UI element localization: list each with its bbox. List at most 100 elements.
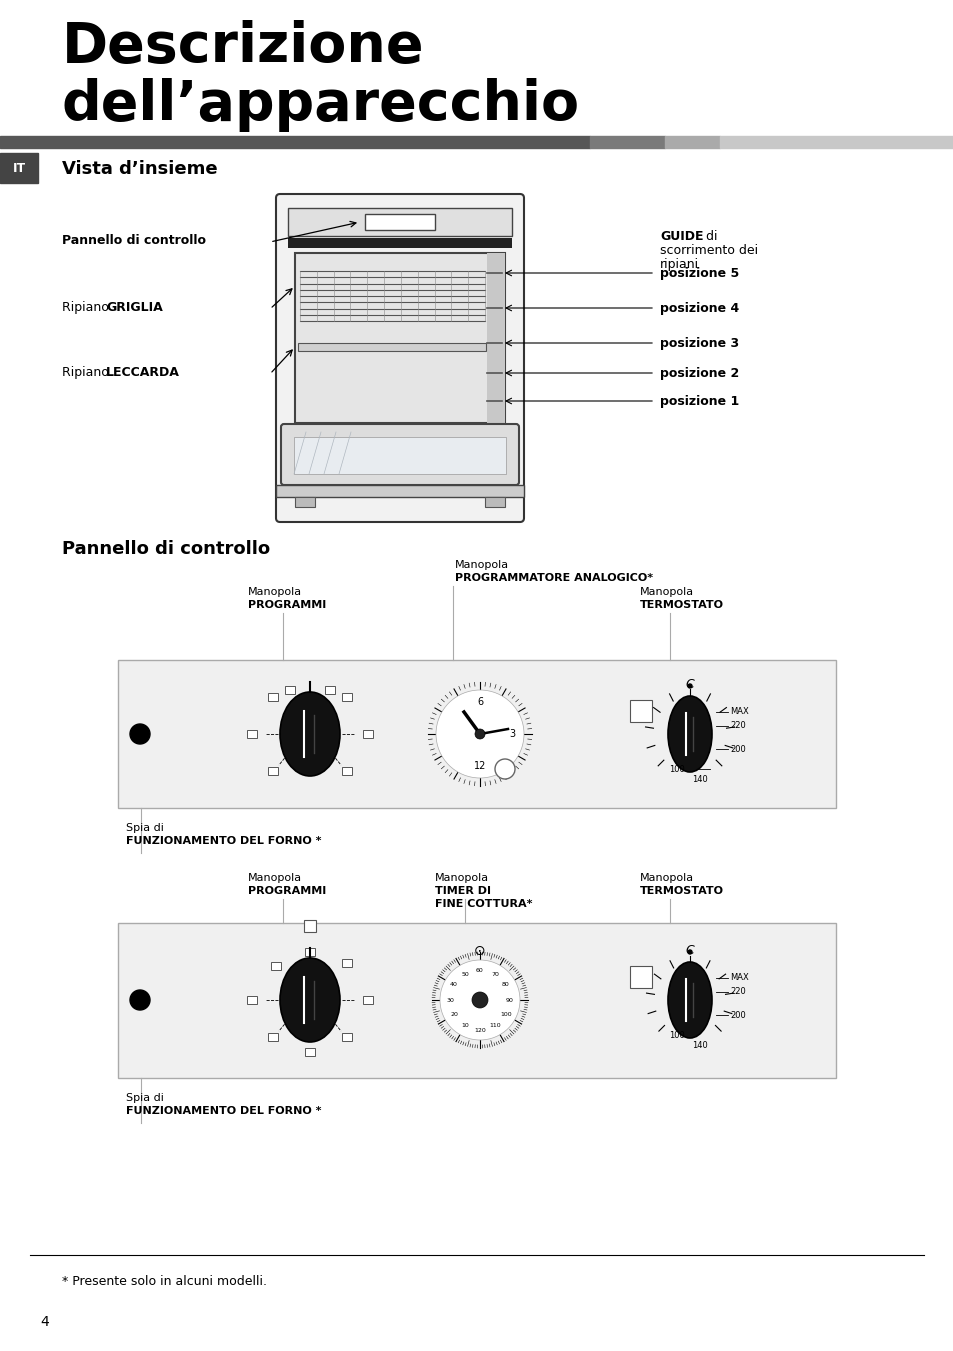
Text: FINE COTTURA*: FINE COTTURA* [435, 898, 532, 909]
Text: PROGRAMMI: PROGRAMMI [248, 886, 326, 896]
Text: C: C [685, 678, 694, 690]
Text: 50: 50 [460, 971, 468, 977]
Text: 110: 110 [489, 1024, 500, 1028]
Text: FUNZIONAMENTO DEL FORNO *: FUNZIONAMENTO DEL FORNO * [126, 1106, 321, 1116]
Text: LECCARDA: LECCARDA [106, 366, 180, 380]
Text: C: C [685, 944, 694, 957]
Text: 100: 100 [669, 1031, 684, 1039]
Text: posizione 5: posizione 5 [659, 267, 739, 280]
Text: 90: 90 [505, 997, 514, 1002]
Text: Ripiano: Ripiano [62, 301, 112, 313]
Text: MAX: MAX [729, 708, 748, 716]
Bar [305, 1048, 314, 1056]
Bar [304, 920, 315, 932]
Text: Manopola: Manopola [248, 586, 302, 597]
Text: Manopola: Manopola [639, 586, 694, 597]
Text: 30: 30 [446, 997, 454, 1002]
Circle shape [687, 684, 691, 688]
Bar [118, 661, 835, 808]
Text: di: di [701, 230, 717, 243]
Bar [268, 693, 278, 701]
Circle shape [130, 990, 150, 1011]
Text: IT: IT [12, 162, 26, 174]
Text: 60: 60 [476, 967, 483, 973]
Circle shape [439, 961, 519, 1040]
Bar [268, 1032, 278, 1040]
Text: Vista d’insieme: Vista d’insieme [62, 159, 217, 178]
Text: 4: 4 [40, 1315, 49, 1329]
Text: 20: 20 [450, 1012, 457, 1017]
Ellipse shape [280, 958, 339, 1042]
Text: Spia di: Spia di [126, 1093, 164, 1102]
Text: 40: 40 [450, 982, 457, 988]
Text: Manopola: Manopola [455, 561, 509, 570]
Text: GRIGLIA: GRIGLIA [106, 301, 163, 313]
Bar [268, 767, 278, 774]
Bar [325, 686, 335, 694]
Circle shape [475, 730, 484, 739]
Text: ripiani: ripiani [659, 258, 699, 272]
Text: PROGRAMMI: PROGRAMMI [248, 600, 326, 611]
Bar [284, 686, 294, 694]
Circle shape [687, 950, 691, 954]
Circle shape [436, 690, 523, 778]
Bar [294, 497, 314, 507]
Text: 100: 100 [669, 765, 684, 774]
Text: MAX: MAX [729, 974, 748, 982]
Bar [363, 730, 373, 738]
Ellipse shape [280, 692, 339, 775]
Text: FUNZIONAMENTO DEL FORNO *: FUNZIONAMENTO DEL FORNO * [126, 836, 321, 846]
Text: 200: 200 [729, 744, 745, 754]
Text: TIMER DI: TIMER DI [435, 886, 491, 896]
Circle shape [495, 759, 515, 780]
Bar [720, 136, 953, 149]
Ellipse shape [667, 962, 711, 1038]
Bar [363, 996, 373, 1004]
Bar [341, 959, 352, 967]
Text: 220: 220 [729, 988, 745, 997]
Text: GUIDE: GUIDE [659, 230, 702, 243]
Text: 200: 200 [729, 1011, 745, 1020]
Bar [305, 948, 314, 957]
Bar [118, 923, 835, 1078]
Text: 220: 220 [729, 721, 745, 731]
Text: dell’apparecchio: dell’apparecchio [62, 78, 579, 132]
Text: Descrizione: Descrizione [62, 20, 424, 74]
Text: 3: 3 [508, 730, 515, 739]
Bar [294, 253, 504, 423]
Text: scorrimento dei: scorrimento dei [659, 245, 758, 257]
Text: posizione 3: posizione 3 [659, 336, 739, 350]
Text: TERMOSTATO: TERMOSTATO [639, 600, 723, 611]
Bar [288, 208, 512, 236]
Text: PROGRAMMATORE ANALOGICO*: PROGRAMMATORE ANALOGICO* [455, 573, 653, 584]
Bar [271, 962, 281, 970]
Bar [0, 153, 38, 182]
Text: posizione 2: posizione 2 [659, 367, 739, 380]
Bar [664, 136, 720, 149]
Bar [247, 996, 256, 1004]
Text: Spia di: Spia di [126, 823, 164, 834]
Bar [275, 485, 523, 497]
FancyBboxPatch shape [275, 195, 523, 521]
Circle shape [472, 992, 488, 1008]
Bar [341, 1032, 352, 1040]
Bar [294, 436, 505, 474]
Text: 100: 100 [499, 1012, 511, 1017]
Bar [629, 700, 651, 721]
FancyBboxPatch shape [281, 424, 518, 485]
Bar [589, 136, 664, 149]
Text: TERMOSTATO: TERMOSTATO [639, 886, 723, 896]
Text: posizione 4: posizione 4 [659, 303, 739, 315]
Ellipse shape [667, 696, 711, 771]
Bar [297, 343, 485, 351]
Text: 120: 120 [474, 1028, 485, 1032]
Text: * Presente solo in alcuni modelli.: * Presente solo in alcuni modelli. [62, 1275, 267, 1288]
Text: Manopola: Manopola [248, 873, 302, 884]
Bar [484, 497, 504, 507]
Circle shape [130, 724, 150, 744]
Text: 80: 80 [501, 982, 509, 988]
Text: Ripiano: Ripiano [62, 366, 112, 380]
Bar [365, 213, 435, 230]
Text: Pannello di controllo: Pannello di controllo [62, 540, 270, 558]
Text: 10: 10 [460, 1024, 468, 1028]
